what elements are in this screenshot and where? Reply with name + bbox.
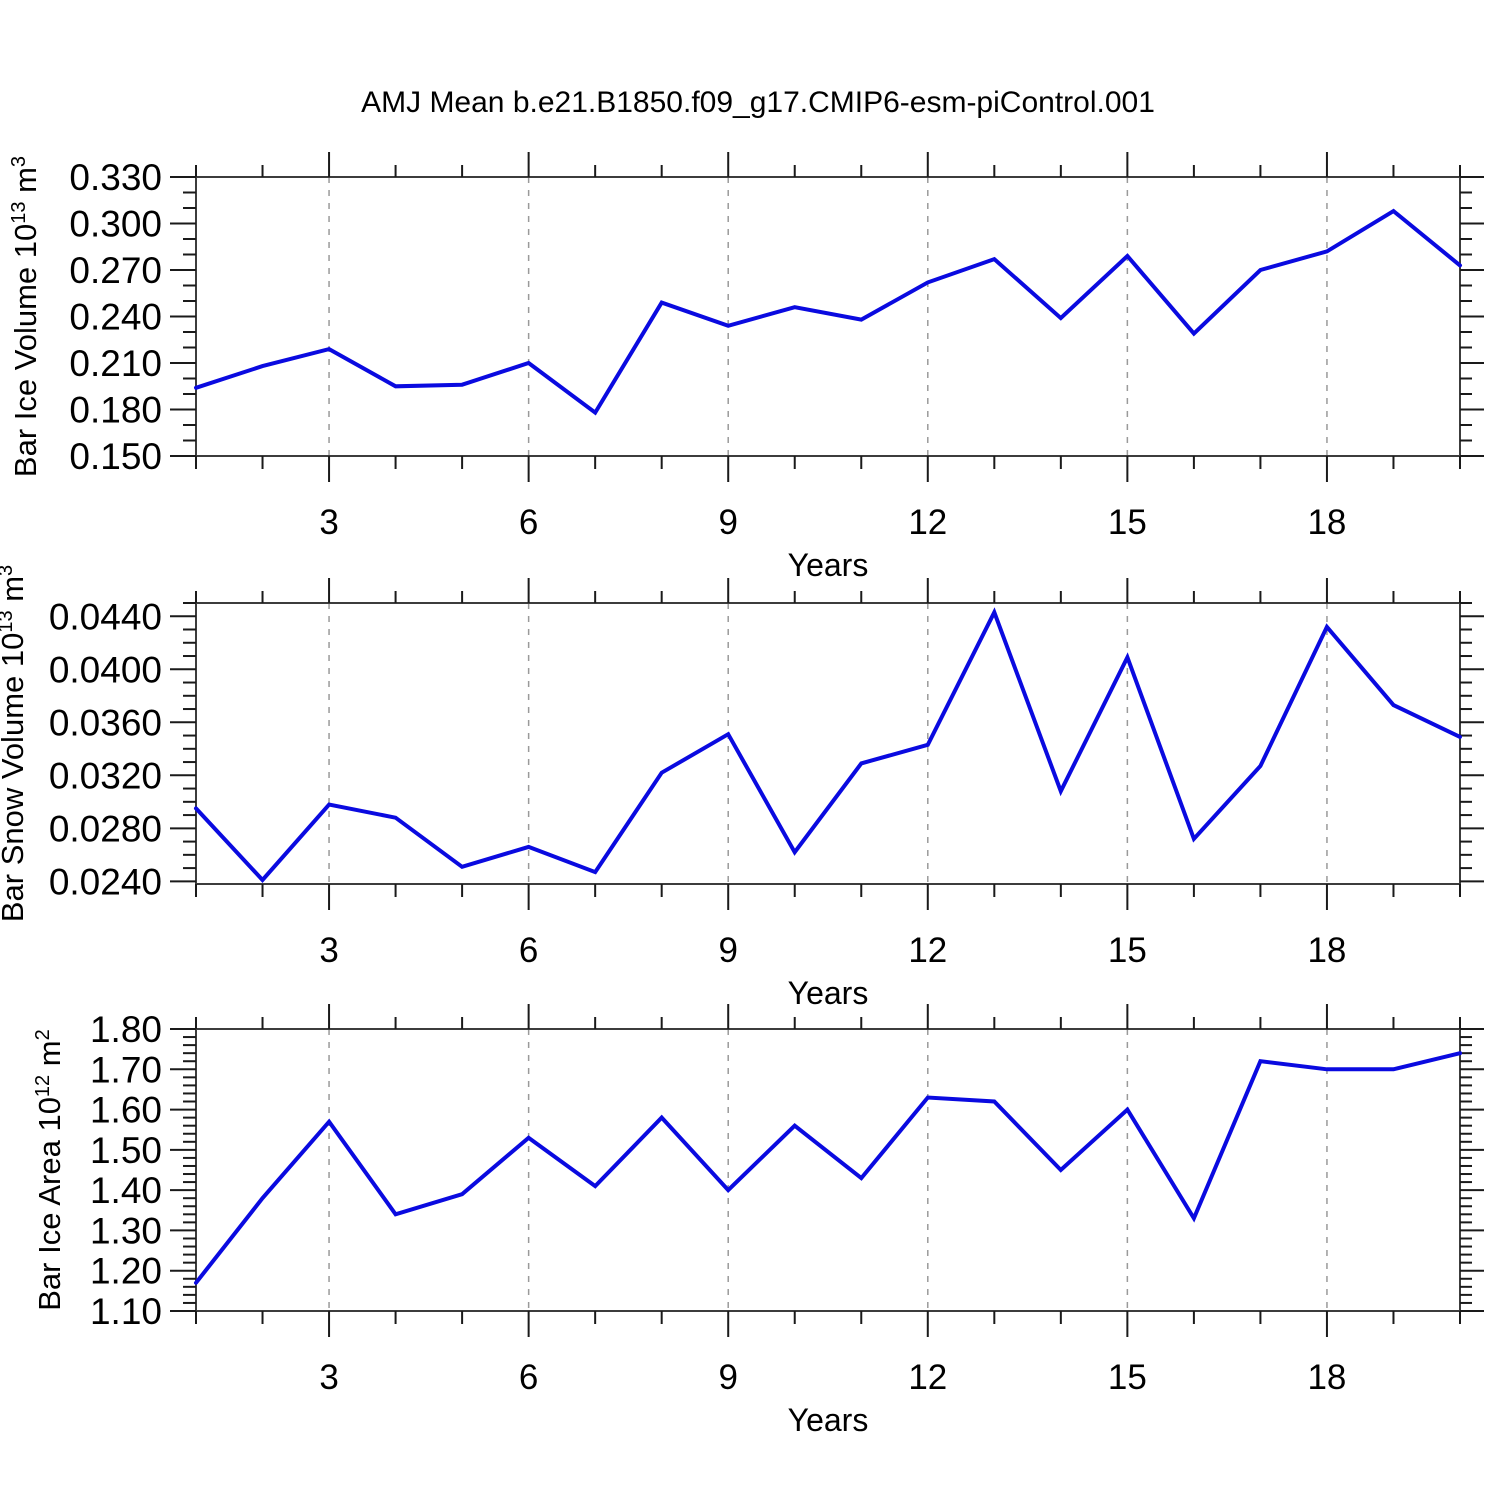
- axis-ticks: [170, 1004, 1484, 1337]
- x-tick-label: 12: [908, 1358, 947, 1397]
- y-tick-label: 0.300: [69, 204, 162, 245]
- plot-frame: [195, 176, 1461, 457]
- axis-ticks: [170, 578, 1484, 910]
- x-tick-label: 6: [519, 503, 538, 542]
- x-tick-label: 12: [908, 503, 947, 542]
- x-tick-label: 15: [1108, 931, 1147, 970]
- y-tick-label: 1.20: [90, 1251, 162, 1292]
- y-tick-label: 1.60: [90, 1090, 162, 1131]
- x-axis-title: Years: [788, 975, 869, 1011]
- y-axis-title: Bar Ice Volume 1013 m3: [8, 156, 43, 477]
- x-axis-title: Years: [788, 1402, 869, 1438]
- x-axis-title: Years: [788, 547, 869, 583]
- ice-area-line: [194, 1051, 1462, 1285]
- x-tick-label: 3: [319, 1358, 338, 1397]
- panel-ice-volume: 0.150 0.180 0.210 0.240 0.270 0.300 0.330 3 6 9 12…: [8, 152, 1484, 583]
- panel-snow-volume: 0.0240 0.0280 0.0320 0.0360 0.0400 0.0440 3 6 9 1…: [0, 565, 1484, 1011]
- x-tick-label: 6: [519, 931, 538, 970]
- y-tick-label: 0.0240: [49, 861, 162, 902]
- ice-volume-line: [194, 208, 1462, 416]
- x-tick-label: 9: [718, 1358, 737, 1397]
- y-tick-label: 0.0280: [49, 808, 162, 849]
- y-tick-label: 0.150: [69, 436, 162, 477]
- x-tick-label: 3: [319, 503, 338, 542]
- y-tick-label: 0.0360: [49, 702, 162, 743]
- y-tick-label: 0.270: [69, 250, 162, 291]
- y-tick-label: 1.80: [90, 1009, 162, 1050]
- y-tick-label: 0.240: [69, 297, 162, 338]
- y-tick-label: 1.40: [90, 1170, 162, 1211]
- y-tick-label: 1.70: [90, 1049, 162, 1090]
- snow-volume-line: [194, 607, 1462, 883]
- plot-frame: [195, 602, 1461, 885]
- x-tick-label: 18: [1307, 931, 1346, 970]
- y-axis-title: Bar Snow Volume 1013 m3: [0, 565, 30, 922]
- x-tick-label: 9: [718, 503, 737, 542]
- x-tick-label: 15: [1108, 1358, 1147, 1397]
- y-tick-label: 0.180: [69, 390, 162, 431]
- chart-title: AMJ Mean b.e21.B1850.f09_g17.CMIP6-esm-p…: [361, 86, 1155, 119]
- y-tick-label: 0.0400: [49, 649, 162, 690]
- y-axis-title: Bar Ice Area 1012 m2: [32, 1029, 67, 1311]
- plot-frame: [195, 1028, 1461, 1312]
- y-tick-label: 1.50: [90, 1130, 162, 1171]
- x-tick-label: 9: [718, 931, 737, 970]
- y-tick-label: 0.330: [69, 157, 162, 198]
- x-tick-label: 18: [1307, 503, 1346, 542]
- x-tick-label: 6: [519, 1358, 538, 1397]
- y-tick-label: 0.0440: [49, 596, 162, 637]
- x-tick-label: 12: [908, 931, 947, 970]
- y-tick-label: 1.10: [90, 1291, 162, 1332]
- y-tick-label: 0.210: [69, 343, 162, 384]
- y-tick-label: 1.30: [90, 1210, 162, 1251]
- axis-ticks: [170, 152, 1484, 482]
- x-tick-label: 18: [1307, 1358, 1346, 1397]
- y-tick-label: 0.0320: [49, 755, 162, 796]
- panel-ice-area: 1.101.201.301.401.501.601.701.80 3 6 9 12 15 1…: [32, 1004, 1484, 1438]
- x-tick-label: 15: [1108, 503, 1147, 542]
- x-tick-label: 3: [319, 931, 338, 970]
